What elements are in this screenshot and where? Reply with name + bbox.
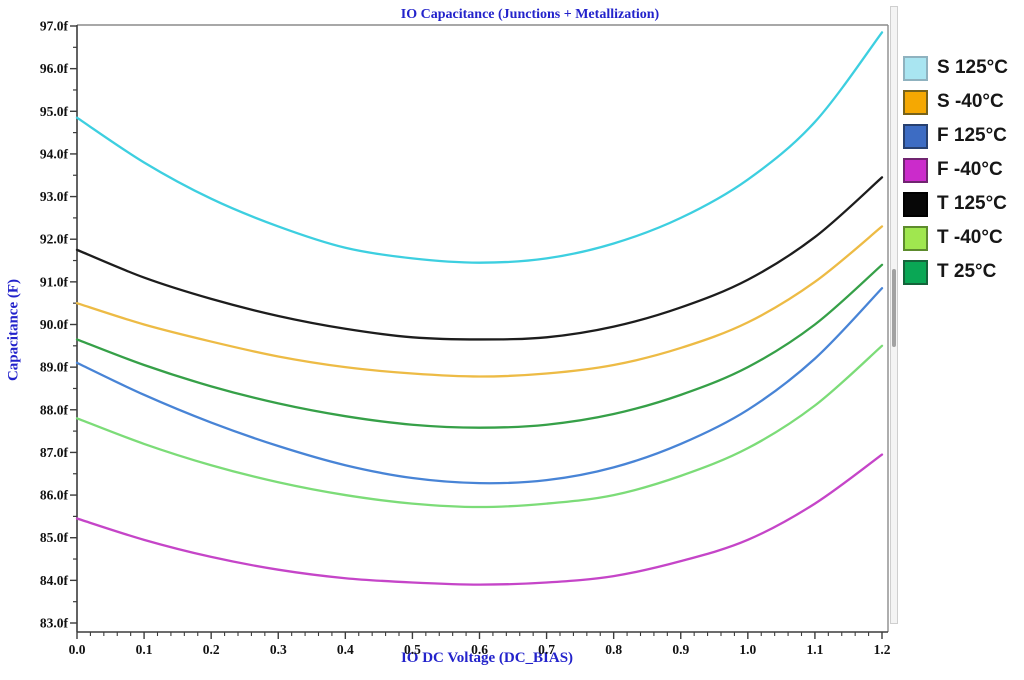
y-tick-label: 94.0f (40, 146, 69, 161)
y-tick-label: 95.0f (40, 104, 69, 119)
legend-swatch-icon (903, 259, 928, 285)
x-axis-label: IO DC Voltage (DC_BIAS) (400, 650, 574, 666)
legend-item[interactable]: T -40°C (903, 225, 1008, 251)
y-tick-label: 88.0f (40, 402, 69, 417)
chart-legend: S 125°C S -40°C F 125°C F -40°C T 125°C T -40… (903, 55, 1008, 294)
y-tick-label: 97.0f (40, 19, 69, 34)
legend-label: S -40°C (937, 91, 1004, 112)
legend-item[interactable]: S 125°C (903, 55, 1008, 81)
legend-swatch-icon (903, 89, 928, 115)
series-curve-t-25-c (75, 263, 884, 429)
y-tick-label: 92.0f (40, 232, 69, 247)
series-curve-s-125-c (75, 31, 884, 264)
x-tick-label: 0.5 (404, 642, 421, 657)
legend-label: S 125°C (937, 57, 1008, 78)
vertical-scrollbar[interactable] (890, 6, 898, 624)
y-tick-label: 91.0f (40, 274, 69, 289)
x-tick-label: 0.0 (69, 642, 86, 657)
y-tick-label: 90.0f (40, 317, 69, 332)
x-tick-label: 0.2 (203, 642, 220, 657)
legend-swatch-icon (903, 157, 928, 183)
y-tick-label: 84.0f (40, 573, 69, 588)
chart-title: IO Capacitance (Junctions + Metallizatio… (400, 7, 660, 22)
series-curve-f-125-c (75, 287, 884, 485)
scrollbar-thumb[interactable] (892, 269, 896, 347)
x-tick-label: 0.9 (672, 642, 689, 657)
x-tick-label: 1.2 (874, 642, 891, 657)
y-tick-label: 85.0f (40, 530, 69, 545)
series-curve-s-40-c (75, 225, 884, 378)
legend-swatch-icon (903, 55, 928, 81)
y-tick-label: 89.0f (40, 360, 69, 375)
y-tick-label: 96.0f (40, 61, 69, 76)
legend-label: F 125°C (937, 125, 1007, 146)
y-tick-label: 93.0f (40, 189, 69, 204)
legend-swatch-icon (903, 123, 928, 149)
legend-item[interactable]: S -40°C (903, 89, 1008, 115)
legend-swatch-icon (903, 225, 928, 251)
legend-item[interactable]: F 125°C (903, 123, 1008, 149)
legend-label: T -40°C (937, 227, 1003, 248)
x-tick-label: 0.6 (471, 642, 488, 657)
y-tick-label: 83.0f (40, 616, 69, 631)
legend-item[interactable]: F -40°C (903, 157, 1008, 183)
y-tick-label: 87.0f (40, 445, 69, 460)
x-tick-label: 1.0 (739, 642, 756, 657)
x-tick-label: 0.7 (538, 642, 555, 657)
y-tick-label: 86.0f (40, 488, 69, 503)
x-tick-label: 0.1 (136, 642, 153, 657)
legend-label: T 25°C (937, 261, 997, 282)
legend-swatch-icon (903, 191, 928, 217)
legend-item[interactable]: T 125°C (903, 191, 1008, 217)
series-curve-f-40-c (75, 453, 884, 586)
x-tick-label: 0.3 (270, 642, 287, 657)
legend-item[interactable]: T 25°C (903, 259, 1008, 285)
series-curve-t-125-c (75, 176, 884, 341)
x-tick-label: 0.8 (605, 642, 622, 657)
series-curve-t-40-c (75, 344, 884, 509)
x-tick-label: 0.4 (337, 642, 354, 657)
legend-label: F -40°C (937, 159, 1003, 180)
legend-label: T 125°C (937, 193, 1007, 214)
x-tick-label: 1.1 (806, 642, 823, 657)
